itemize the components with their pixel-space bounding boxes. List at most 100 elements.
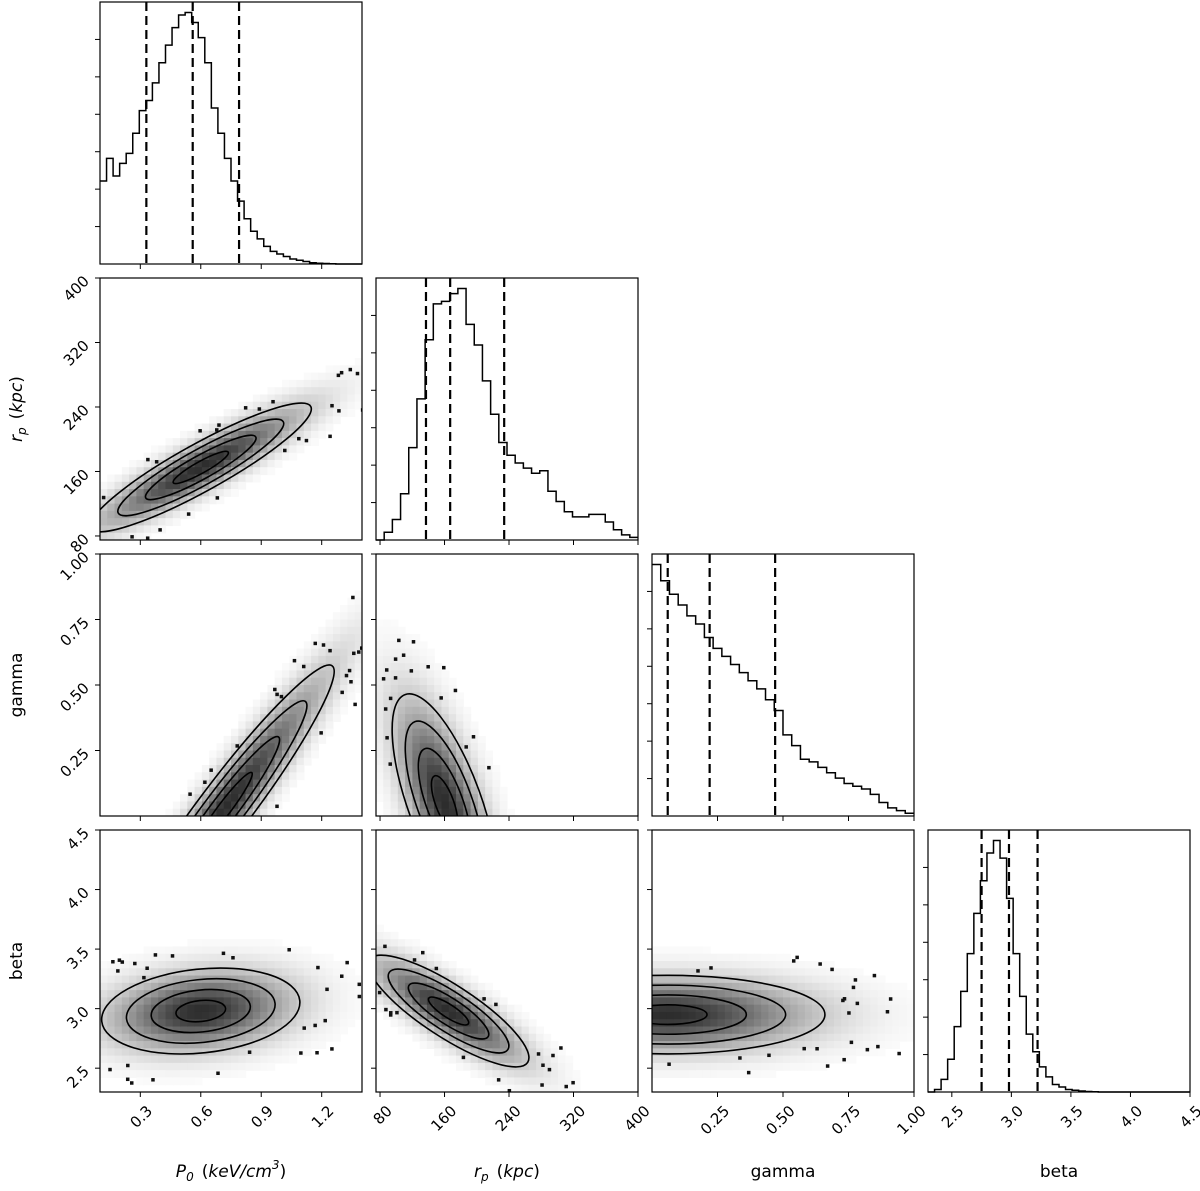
density-cell bbox=[296, 663, 305, 672]
density-cell bbox=[311, 685, 319, 693]
sample-point bbox=[304, 438, 309, 443]
density-cell bbox=[724, 990, 733, 998]
density-cell bbox=[659, 975, 668, 984]
density-cell bbox=[354, 379, 362, 388]
density-cell bbox=[761, 1004, 770, 1013]
density-cell bbox=[761, 997, 770, 1006]
density-cell bbox=[390, 626, 399, 635]
density-cell bbox=[477, 1026, 486, 1035]
density-cell bbox=[434, 1026, 443, 1035]
density-cell bbox=[114, 474, 123, 483]
density-cell bbox=[129, 525, 137, 534]
density-cell bbox=[194, 990, 203, 998]
density-cell bbox=[136, 503, 145, 512]
density-cell bbox=[260, 786, 268, 795]
density-cell bbox=[107, 510, 116, 519]
density-cell bbox=[557, 1070, 566, 1079]
density-cell bbox=[426, 1033, 435, 1042]
density-cell bbox=[303, 423, 312, 432]
density-cell bbox=[863, 982, 871, 991]
density-cell bbox=[289, 968, 298, 977]
density-cell bbox=[289, 750, 298, 759]
density-cell bbox=[419, 961, 428, 969]
density-cell bbox=[223, 1062, 232, 1071]
density-cell bbox=[267, 997, 276, 1006]
density-cell bbox=[303, 757, 312, 766]
density-cell bbox=[223, 1048, 232, 1057]
density-cell bbox=[397, 706, 406, 715]
density-cell bbox=[165, 1041, 174, 1049]
density-cell bbox=[753, 1041, 762, 1049]
density-cell bbox=[311, 1004, 319, 1013]
density-cell bbox=[390, 663, 399, 672]
density-cell bbox=[456, 975, 464, 984]
sample-point bbox=[287, 948, 291, 952]
density-cell bbox=[470, 982, 479, 991]
sample-point bbox=[347, 668, 352, 673]
density-cell bbox=[797, 961, 806, 969]
density-cell bbox=[376, 794, 384, 803]
density-cell bbox=[702, 997, 711, 1006]
density-cell bbox=[260, 808, 268, 816]
sample-point bbox=[235, 744, 239, 748]
density-cell bbox=[114, 961, 123, 969]
density-cell bbox=[296, 699, 305, 708]
density-cell bbox=[412, 794, 421, 803]
density-cell bbox=[390, 779, 399, 788]
contour-level-3 bbox=[100, 967, 301, 1055]
density-cell bbox=[143, 968, 152, 977]
density-cell bbox=[681, 1004, 689, 1013]
density-cell bbox=[107, 474, 116, 483]
density-cell bbox=[397, 939, 406, 948]
density-cell bbox=[688, 975, 697, 984]
density-cell bbox=[318, 685, 327, 693]
sample-point bbox=[876, 1044, 880, 1049]
density-cell bbox=[906, 997, 914, 1006]
density-cell bbox=[332, 619, 341, 628]
density-cell bbox=[702, 1026, 711, 1035]
density-cell bbox=[311, 438, 319, 446]
density-cell bbox=[209, 1041, 218, 1049]
density-cell bbox=[267, 699, 276, 708]
density-cell bbox=[412, 765, 421, 773]
density-cell bbox=[274, 750, 283, 759]
density-cell bbox=[311, 990, 319, 998]
density-cell bbox=[311, 648, 319, 657]
density-cell bbox=[412, 655, 421, 664]
density-cell bbox=[470, 772, 479, 781]
sample-point bbox=[129, 1081, 134, 1085]
density-cell bbox=[318, 735, 327, 744]
density-cell bbox=[695, 953, 704, 962]
density-cell bbox=[114, 1019, 123, 1028]
density-cell bbox=[768, 968, 777, 977]
density-cell bbox=[340, 409, 349, 417]
density-cell bbox=[121, 982, 130, 991]
density-cell bbox=[681, 968, 689, 977]
density-cell bbox=[463, 765, 472, 773]
density-cell bbox=[165, 808, 174, 816]
density-cell bbox=[340, 968, 349, 977]
density-cell bbox=[180, 496, 188, 505]
density-cell bbox=[419, 953, 428, 962]
density-cell bbox=[180, 1019, 188, 1028]
density-cell bbox=[354, 1004, 362, 1013]
density-cell bbox=[172, 438, 181, 446]
density-cell bbox=[143, 518, 152, 527]
density-cell bbox=[129, 467, 137, 476]
density-cell bbox=[448, 706, 457, 715]
density-cell bbox=[753, 1048, 762, 1057]
density-cell bbox=[354, 975, 362, 984]
density-cell bbox=[826, 961, 835, 969]
density-cell bbox=[252, 699, 261, 708]
density-cell bbox=[717, 1011, 726, 1020]
density-cell bbox=[129, 1011, 137, 1020]
x-tick-label: 80 bbox=[370, 1102, 396, 1128]
density-cell bbox=[390, 714, 399, 722]
density-cell bbox=[238, 721, 247, 730]
density-cell bbox=[543, 1084, 552, 1092]
density-cell bbox=[572, 1077, 581, 1086]
density-cell bbox=[485, 772, 494, 781]
density-cell bbox=[797, 1019, 806, 1028]
density-cell bbox=[397, 997, 406, 1006]
density-cell bbox=[340, 648, 349, 657]
